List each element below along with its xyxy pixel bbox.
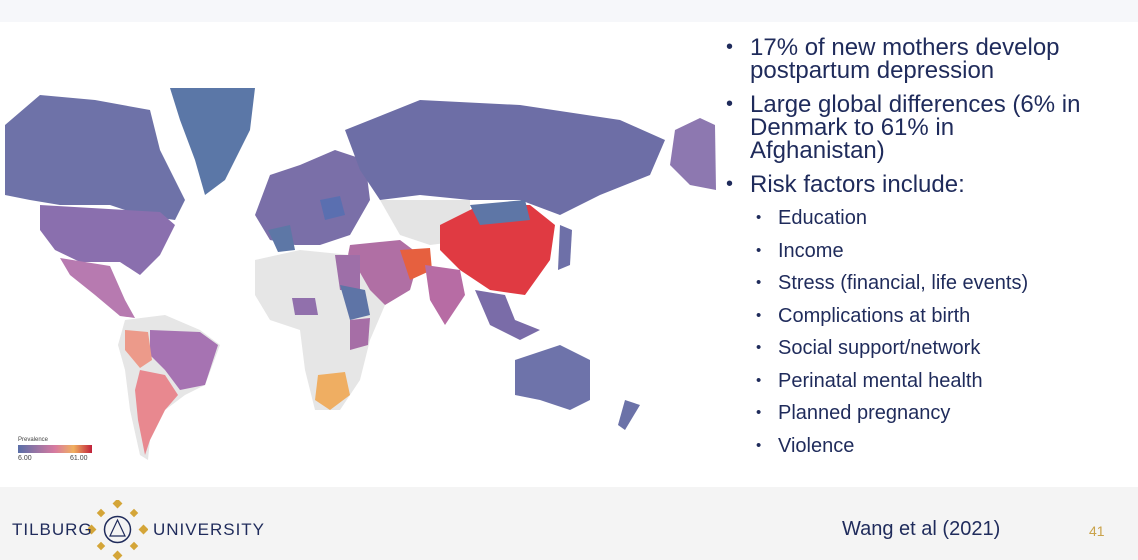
region (350, 318, 370, 350)
region (400, 248, 432, 280)
region (440, 205, 555, 295)
bullet-text: 17% of new mothers develop (750, 34, 1060, 61)
sub-bullet: Social support/network (722, 337, 1132, 359)
region (515, 345, 590, 410)
legend-max: 61.00 (70, 455, 88, 462)
logo-text: UNIVERSITY (153, 520, 266, 539)
bullet-text: Afghanistan) (750, 137, 885, 164)
region (255, 150, 370, 245)
legend-title: Prevalence (18, 437, 49, 443)
region (320, 196, 345, 220)
sub-bullet: Violence (722, 435, 1132, 457)
bullet-text: Denmark to 61% in (750, 114, 955, 141)
sub-bullet: Education (722, 207, 1132, 229)
world-map (5, 88, 716, 460)
region (425, 265, 465, 325)
region (335, 255, 360, 290)
region (170, 88, 255, 195)
region (292, 298, 318, 315)
region (470, 200, 530, 225)
footer-band (0, 487, 1138, 560)
sub-bullet: Perinatal mental health (722, 370, 1132, 392)
sub-bullet: Stress (financial, life events) (722, 272, 1132, 294)
sub-bullet: Complications at birth (722, 305, 1132, 327)
legend-min: 6.00 (18, 455, 32, 462)
page-number: 41 (1089, 523, 1105, 539)
region (670, 118, 716, 190)
region (5, 95, 185, 220)
region (150, 330, 218, 390)
region (558, 225, 572, 270)
legend-bar (18, 445, 92, 453)
region (268, 225, 295, 252)
logo-emblem (88, 500, 148, 560)
sub-bullet: Income (722, 240, 1132, 262)
bullet-text: Risk factors include: (750, 171, 965, 198)
region (475, 290, 540, 340)
region (340, 285, 370, 320)
region (618, 400, 640, 430)
region (40, 205, 175, 275)
region (135, 370, 178, 455)
bullet: Risk factors include: (722, 171, 1132, 198)
logo-text: TILBURG (12, 520, 93, 539)
bullet-text: Large global differences (6% in (750, 91, 1081, 118)
citation: Wang et al (2021) (842, 518, 1001, 540)
top-band (0, 0, 1138, 22)
sub-bullet: Planned pregnancy (722, 402, 1132, 424)
region (315, 372, 350, 410)
region (345, 100, 665, 215)
bullet-text: postpartum depression (750, 57, 995, 84)
region (125, 330, 152, 368)
region (60, 258, 135, 318)
